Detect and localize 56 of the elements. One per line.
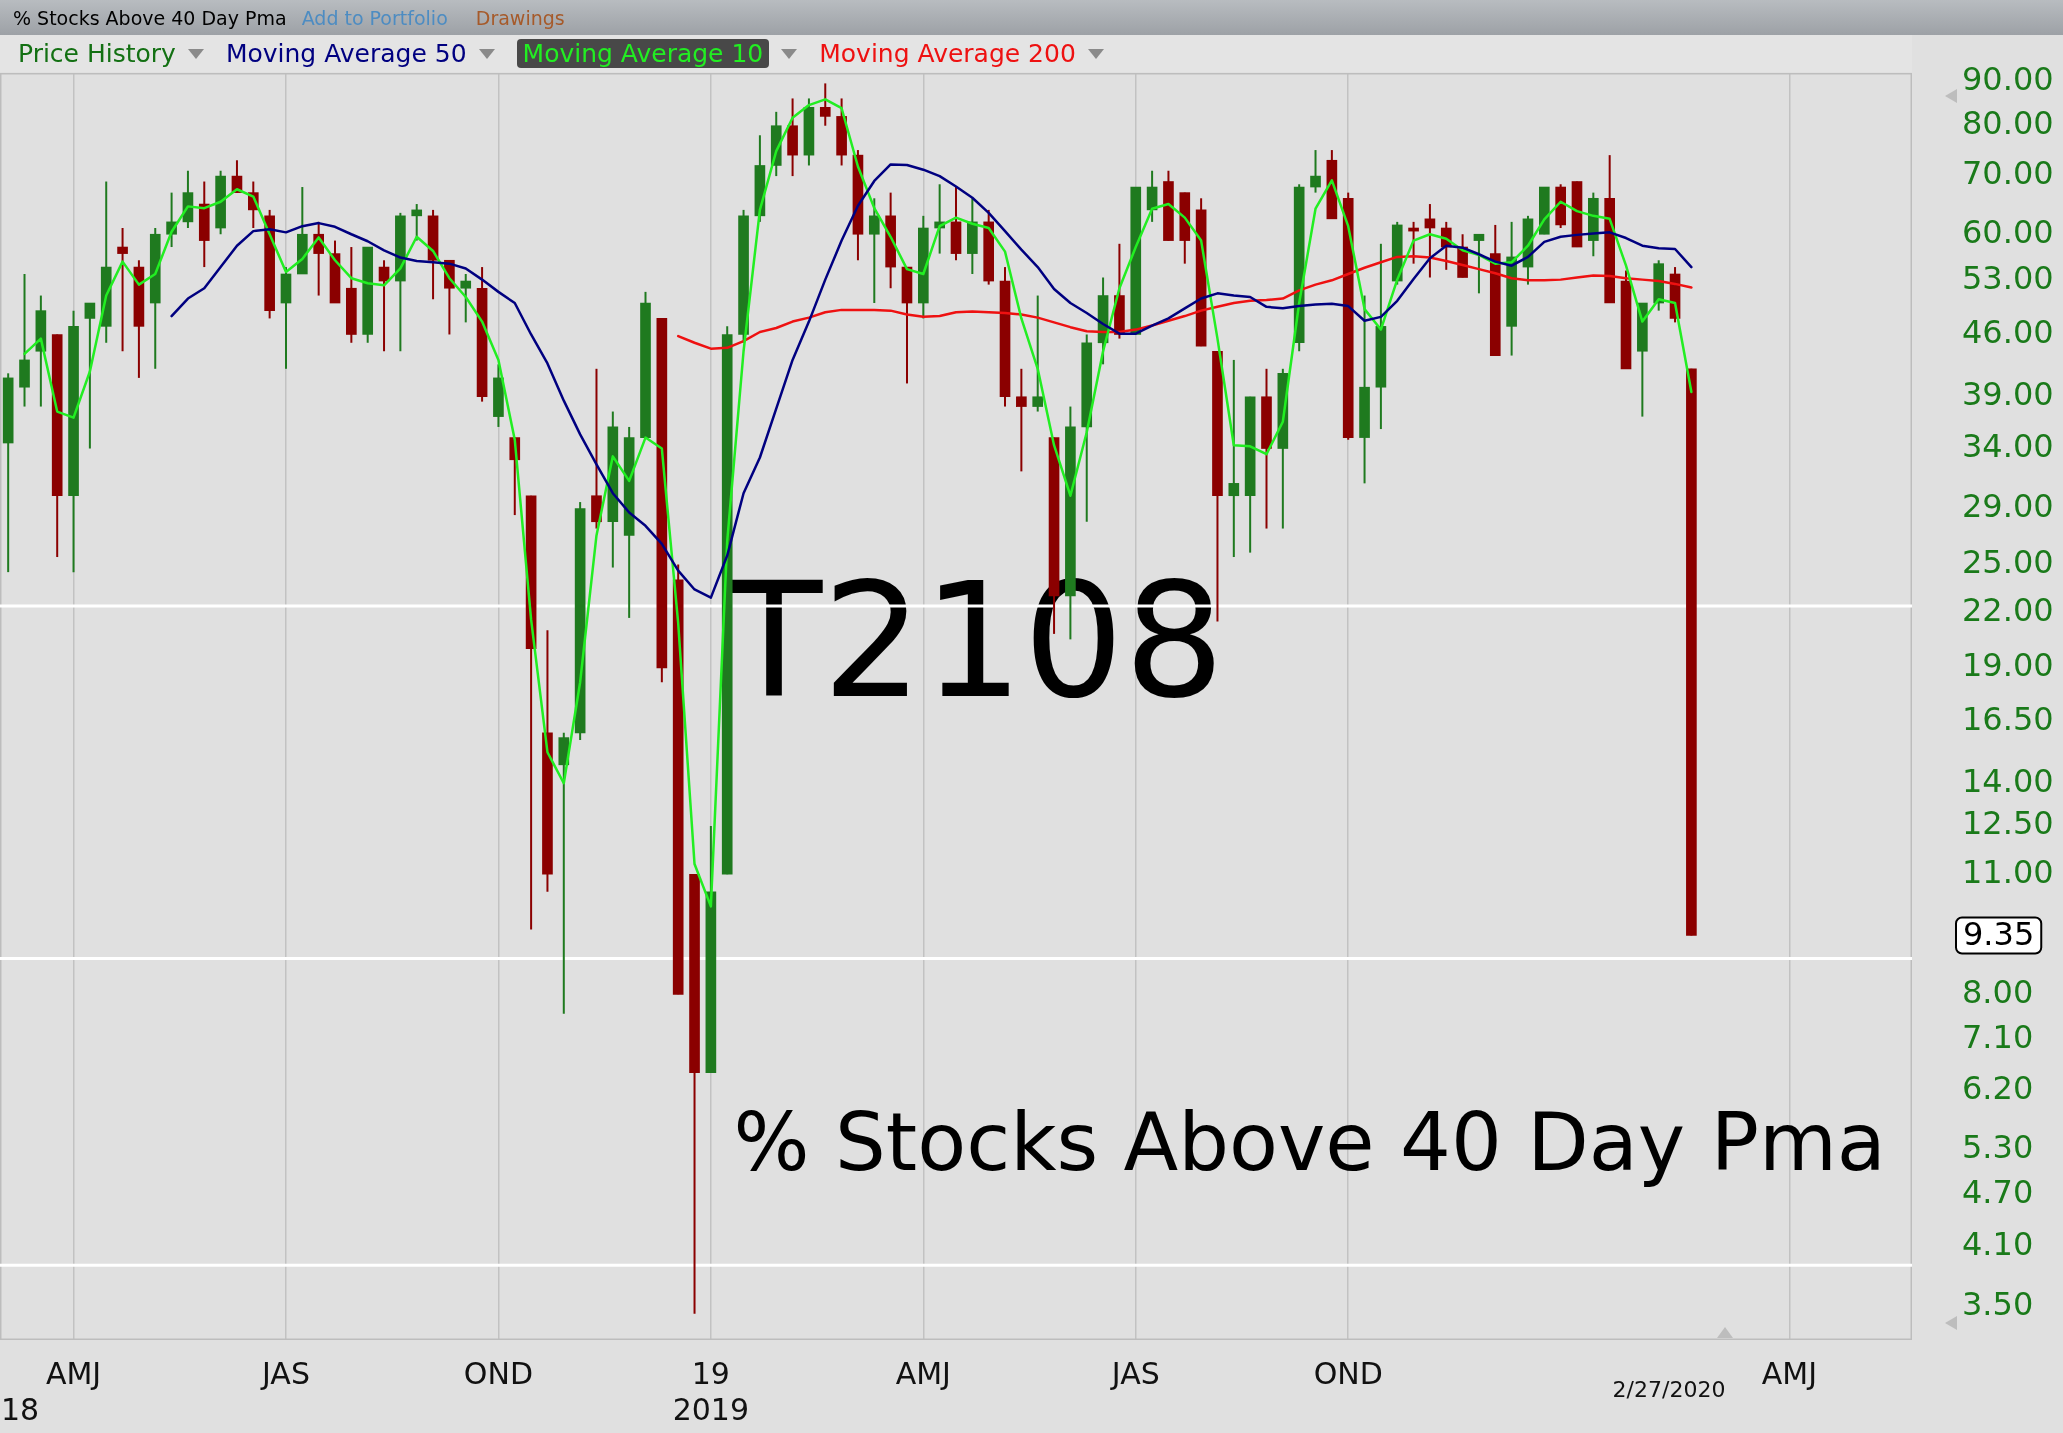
text: Moving Average 10 [516,39,770,68]
candlestick [460,272,472,324]
text: Moving Average 50 [225,39,467,68]
y-tick-label: 22.00 [1962,591,2054,630]
x-tick-label: AMJ [1761,1355,1818,1391]
x-tick-label: AMJ [45,1355,102,1391]
y-tick-label: 60.00 [1962,212,2054,251]
candlestick [819,82,831,127]
candlestick [1228,358,1240,559]
y-tick-label: 4.10 [1962,1224,2034,1263]
y-tick-label: 7.10 [1962,1017,2034,1056]
candlestick [1473,233,1485,295]
text: Drawings [475,6,565,29]
text: Add to Portfolio [301,6,448,29]
y-tick-label: 6.20 [1962,1068,2034,1107]
y-tick-label: 4.70 [1962,1173,2034,1212]
x-tick-label: OND [463,1355,534,1391]
y-tick-label: 8.00 [1962,972,2034,1011]
y-tick-label: 5.30 [1962,1127,2034,1166]
y-tick-label: 80.00 [1962,104,2054,143]
candlestick [1310,149,1321,194]
x-tick-label: OND [1313,1355,1383,1391]
x-tick-label: AMJ [895,1355,951,1391]
y-tick-label: 53.00 [1962,259,2054,298]
chart-title: % Stocks Above 40 Day Pma [13,6,287,29]
y-tick-label: 14.00 [1962,761,2054,800]
y-tick-label: 29.00 [1962,486,2054,525]
text: 2019 [672,1391,750,1427]
candlestick [868,197,880,305]
text: 9.35 [1963,914,2035,953]
text: 18 [1,1391,40,1427]
annotation: T2108 [724,549,1225,734]
x-tick-label: 19 [691,1355,730,1391]
candlestick [117,227,128,353]
candlestick [1016,367,1027,473]
y-tick-label: 16.50 [1962,699,2054,738]
y-tick-label: 25.00 [1962,542,2054,581]
text: Moving Average 200 [819,39,1076,68]
x-tick-label: JAS [260,1355,310,1391]
y-tick-label: 39.00 [1962,375,2054,414]
text: 2/27/2020 [1612,1376,1726,1402]
y-tick-label: 12.50 [1962,804,2054,843]
candlestick [84,302,96,450]
candlestick [1032,294,1044,413]
annotation: % Stocks Above 40 Day Pma [733,1096,1886,1190]
y-tick-label: 3.50 [1962,1284,2034,1323]
y-tick-label: 90.00 [1962,59,2054,98]
y-tick-label: 19.00 [1962,646,2054,685]
candlestick [411,203,423,242]
x-tick-label: JAS [1109,1355,1160,1391]
y-tick-label: 70.00 [1962,154,2054,193]
candlestick [558,731,570,1015]
y-tick-label: 46.00 [1962,312,2054,351]
text: Price History [18,39,176,68]
y-tick-label: 11.00 [1962,852,2054,891]
y-tick-label: 34.00 [1962,426,2054,465]
